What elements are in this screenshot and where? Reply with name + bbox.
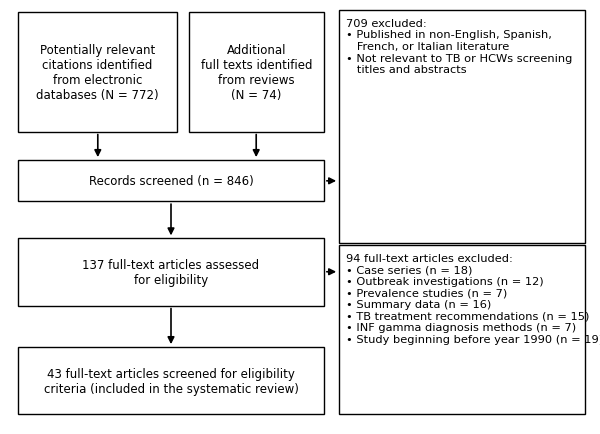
FancyBboxPatch shape	[18, 347, 324, 414]
Text: 43 full-text articles screened for eligibility
criteria (included in the systema: 43 full-text articles screened for eligi…	[44, 367, 298, 395]
FancyBboxPatch shape	[189, 13, 324, 132]
Text: 709 excluded:
• Published in non-English, Spanish,
   French, or Italian literat: 709 excluded: • Published in non-English…	[346, 19, 572, 75]
FancyBboxPatch shape	[18, 161, 324, 202]
FancyBboxPatch shape	[18, 13, 177, 132]
FancyBboxPatch shape	[339, 245, 585, 414]
Text: 137 full-text articles assessed
for eligibility: 137 full-text articles assessed for elig…	[82, 258, 260, 286]
FancyBboxPatch shape	[18, 239, 324, 306]
Text: Records screened (n = 846): Records screened (n = 846)	[89, 175, 253, 187]
Text: Potentially relevant
citations identified
from electronic
databases (N = 772): Potentially relevant citations identifie…	[36, 44, 159, 102]
Text: Additional
full texts identified
from reviews
(N = 74): Additional full texts identified from re…	[201, 44, 312, 102]
Text: 94 full-text articles excluded:
• Case series (n = 18)
• Outbreak investigations: 94 full-text articles excluded: • Case s…	[346, 253, 600, 344]
FancyBboxPatch shape	[339, 11, 585, 243]
